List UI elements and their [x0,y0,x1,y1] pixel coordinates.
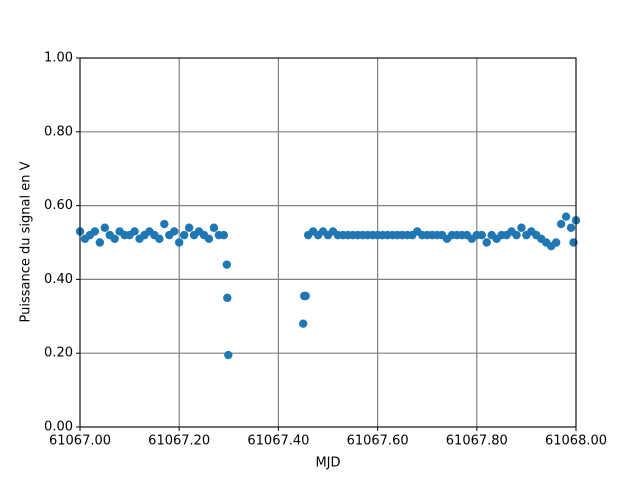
point [482,238,491,247]
point [301,291,310,301]
y-tick-label: 0.00 [44,420,73,435]
y-tick-label: 0.20 [44,346,73,361]
point [477,230,486,240]
point [184,223,194,232]
point [155,234,164,244]
point [517,223,526,232]
point [551,238,561,247]
point [561,212,571,221]
x-tick-label: 61067.60 [347,434,409,449]
point [160,219,169,229]
point [175,238,184,247]
point [512,230,521,240]
x-tick-label: 61067.40 [247,434,309,449]
point [299,319,308,328]
y-axis-label: Puissance du signal en V [19,161,34,322]
y-tick-label: 0.40 [44,272,73,287]
y-tick-label: 1.00 [44,51,73,66]
point [179,230,189,240]
point [222,260,232,269]
x-axis-label: MJD [315,456,340,471]
point [219,230,229,240]
point [566,223,576,232]
x-tick-label: 61067.20 [148,434,210,449]
point [204,234,214,244]
point [110,234,119,244]
y-tick-label: 0.80 [44,124,73,139]
point [209,223,219,232]
y-tick-label: 0.60 [44,198,73,213]
point [170,227,179,236]
point [224,350,233,360]
point [95,238,105,247]
point [100,223,110,232]
point [90,227,100,236]
x-tick-label: 61067.80 [446,434,508,449]
point [556,219,566,229]
point [130,227,139,236]
point [223,293,232,303]
x-tick-label: 61068.00 [545,434,607,449]
x-tick-label: 61067.00 [49,434,111,449]
plot-frame [79,57,577,428]
